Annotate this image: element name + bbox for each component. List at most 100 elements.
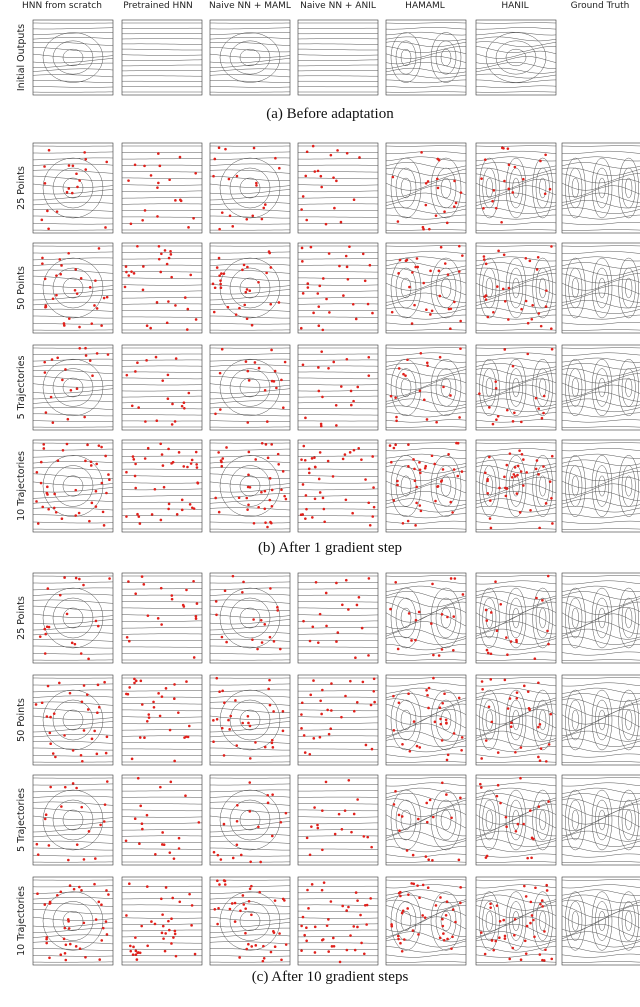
orbit — [52, 597, 94, 639]
sample-point — [452, 468, 456, 471]
streamline — [122, 929, 202, 932]
sample-point — [212, 310, 216, 314]
sample-point — [268, 678, 271, 682]
streamline — [32, 754, 114, 757]
orbit — [505, 789, 527, 851]
orbit — [62, 809, 84, 831]
sample-point — [441, 468, 445, 471]
streamline — [209, 593, 291, 596]
streamline — [561, 845, 640, 853]
sample-point — [407, 465, 410, 468]
sample-point — [318, 284, 322, 288]
sample-point — [186, 307, 190, 311]
sample-point — [172, 857, 176, 860]
plot-frame — [297, 19, 379, 96]
streamline — [561, 448, 640, 452]
orbit — [505, 257, 527, 319]
sample-point — [532, 918, 535, 922]
streamline — [561, 453, 640, 459]
streamline — [209, 487, 291, 493]
sample-point — [424, 464, 428, 468]
sample-point — [281, 470, 285, 473]
sample-point — [515, 492, 519, 495]
streamline — [561, 347, 640, 349]
sample-point — [222, 272, 226, 275]
sample-point — [220, 211, 224, 214]
sample-point — [138, 522, 142, 525]
sample-point — [316, 823, 319, 827]
orbit — [532, 157, 553, 219]
sample-point — [355, 700, 359, 704]
sample-point — [400, 911, 404, 915]
streamline — [475, 809, 557, 825]
sample-point — [138, 736, 142, 739]
orbit — [539, 809, 547, 831]
sample-point — [412, 458, 415, 461]
streamline — [475, 621, 556, 635]
sample-point — [123, 285, 127, 289]
streamline — [475, 491, 556, 501]
streamline — [475, 41, 557, 48]
streamline — [121, 482, 203, 484]
streamline — [209, 301, 291, 306]
streamline — [209, 275, 290, 281]
streamline — [385, 643, 467, 651]
streamline — [385, 879, 467, 881]
sample-point — [426, 180, 430, 183]
plot-frame — [209, 876, 291, 966]
sample-point — [514, 750, 517, 754]
sample-point — [421, 914, 424, 917]
streamplot — [209, 142, 291, 234]
sample-point — [47, 148, 51, 152]
streamline — [209, 169, 291, 174]
sample-point — [428, 227, 431, 231]
sample-point — [359, 913, 362, 917]
streamline — [209, 308, 291, 312]
streamline — [210, 394, 290, 400]
sample-point — [361, 252, 365, 256]
streamline — [475, 884, 557, 889]
sample-point — [394, 580, 398, 584]
plot-frame — [209, 142, 291, 234]
sample-point — [166, 397, 170, 401]
sample-point — [63, 734, 66, 737]
sample-point — [35, 470, 39, 474]
sample-point — [49, 742, 52, 745]
sample-point — [343, 809, 347, 812]
streamline — [475, 167, 557, 176]
streamline — [121, 728, 202, 731]
sample-point — [539, 324, 543, 328]
streamline — [32, 308, 114, 312]
orbit — [568, 465, 583, 507]
sample-point — [397, 813, 401, 817]
streamline — [121, 402, 202, 404]
sample-point — [266, 525, 269, 529]
sample-point — [247, 473, 250, 477]
streamline — [561, 753, 640, 758]
sample-point — [452, 648, 455, 652]
sample-point — [105, 160, 109, 164]
orbit — [618, 891, 639, 951]
sample-point — [93, 729, 96, 733]
sample-point — [345, 265, 349, 269]
sample-point — [134, 679, 138, 683]
streamline — [561, 363, 640, 370]
sample-point — [252, 146, 256, 150]
orbit — [505, 455, 527, 517]
sample-point — [100, 445, 103, 449]
streamline — [561, 250, 640, 254]
sample-point — [227, 177, 231, 181]
plot-frame — [385, 774, 467, 866]
orbit — [440, 377, 452, 398]
sample-point — [310, 883, 314, 886]
sample-point — [332, 936, 335, 940]
streamline — [385, 391, 466, 402]
streamline — [32, 32, 113, 35]
streamline — [297, 842, 379, 844]
plot-frame — [385, 242, 467, 334]
sample-point — [489, 678, 493, 681]
sample-point — [63, 926, 67, 930]
streamline — [33, 581, 114, 584]
sample-point — [307, 467, 311, 471]
streamline — [298, 488, 379, 491]
